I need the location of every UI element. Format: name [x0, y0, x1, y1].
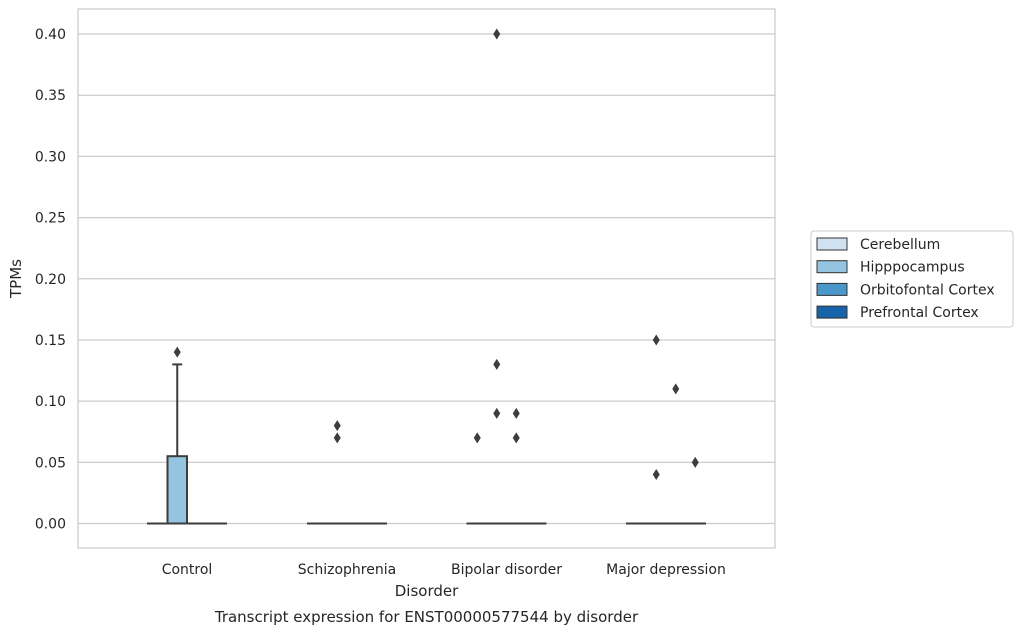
x-tick-label: Bipolar disorder [451, 562, 562, 578]
gridlines [78, 33, 775, 525]
outlier-point [652, 469, 660, 481]
outlier-point [493, 358, 501, 370]
y-axis-ticks: 0.00 0.05 0.10 0.15 0.20 0.25 0.30 0.35 0.40 [35, 27, 66, 533]
legend-frame [810, 230, 1014, 328]
legend-label: Orbitofontal Cortex [860, 282, 995, 298]
y-tick-label: 0.35 [35, 88, 66, 104]
outlier-point [691, 456, 699, 468]
legend-label: Prefrontal Cortex [860, 305, 979, 321]
x-tick-label: Control [162, 562, 213, 578]
box-series [147, 28, 706, 525]
x-tick-label: Major depression [606, 562, 726, 578]
legend-swatch [816, 260, 848, 274]
y-tick-label: 0.20 [35, 272, 66, 288]
y-tick-label: 0.00 [35, 517, 66, 533]
outlier-point [672, 383, 680, 395]
x-axis-label: Disorder [395, 582, 459, 600]
outlier-point [512, 432, 520, 444]
series-cerebellum [147, 432, 648, 525]
outlier-point [652, 334, 660, 346]
legend: Cerebellum Hipppocampus Orbitofontal Corte… [810, 230, 1014, 328]
legend-swatch [816, 237, 848, 251]
plot-area-frame [77, 8, 776, 549]
series-orbitofontal-cortex [186, 383, 687, 525]
outlier-point [493, 28, 501, 40]
y-tick-label: 0.05 [35, 455, 66, 471]
y-tick-label: 0.15 [35, 333, 66, 349]
x-tick-label: Schizophrenia [298, 562, 396, 578]
legend-label: Hipppocampus [860, 260, 965, 276]
box [166, 455, 188, 525]
outlier-point [512, 407, 520, 419]
x-axis-ticks: Control Schizophrenia Bipolar disorder Majo… [162, 562, 726, 578]
outlier-point [333, 420, 341, 432]
outlier-point [473, 432, 481, 444]
y-tick-label: 0.40 [35, 27, 66, 43]
y-tick-label: 0.10 [35, 394, 66, 410]
outlier-point [333, 432, 341, 444]
outlier-point [493, 407, 501, 419]
y-tick-label: 0.25 [35, 211, 66, 227]
series-hipppocampus [166, 28, 667, 525]
legend-label: Cerebellum [860, 237, 940, 253]
legend-swatch [816, 282, 848, 296]
outlier-point [173, 346, 181, 358]
series-prefrontal-cortex [205, 456, 706, 525]
y-tick-label: 0.30 [35, 149, 66, 165]
legend-swatch [816, 305, 848, 319]
y-axis-label: TPMs [7, 259, 25, 299]
chart-title: Transcript expression for ENST0000057754… [214, 608, 639, 626]
